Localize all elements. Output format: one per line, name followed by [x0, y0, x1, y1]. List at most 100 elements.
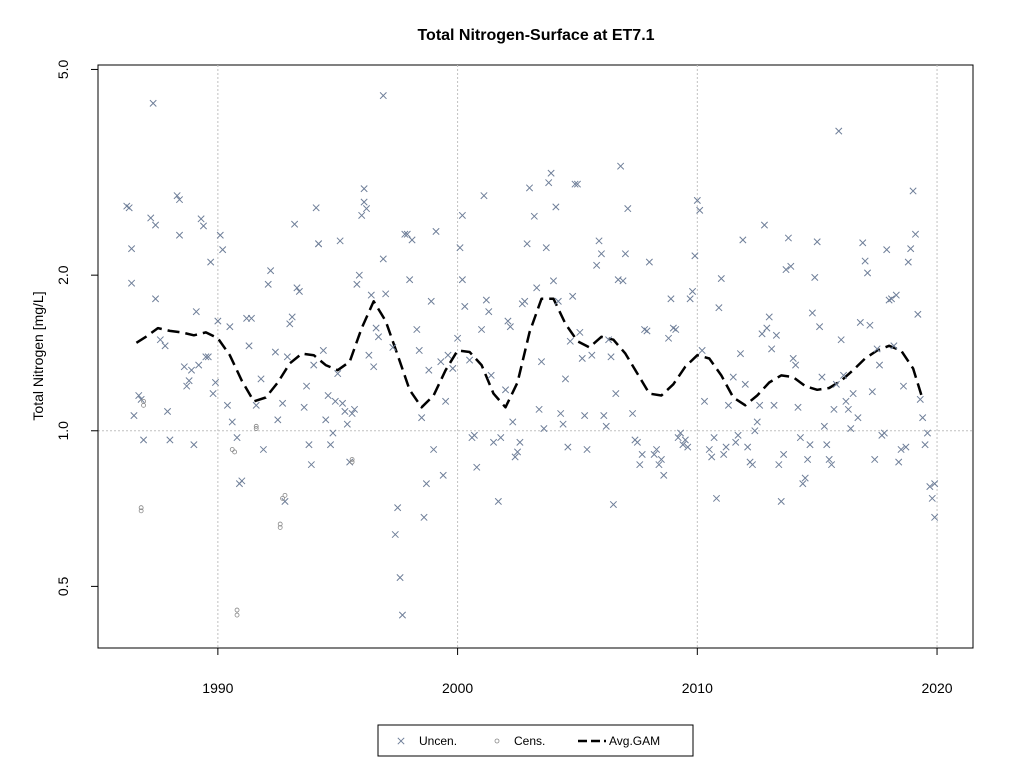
uncensored-point [813, 238, 821, 246]
uncensored-point [274, 416, 282, 424]
uncensored-point [530, 212, 538, 220]
uncensored-point [197, 215, 205, 223]
uncensored-point [607, 353, 615, 361]
uncensored-point [312, 204, 320, 212]
uncensored-point [305, 441, 313, 449]
uncensored-point [549, 277, 558, 285]
uncensored-point [540, 424, 548, 433]
uncensored-point [691, 252, 699, 260]
censored-point [349, 457, 355, 462]
uncensored-point [480, 192, 488, 200]
uncensored-point [828, 461, 836, 469]
uncensored-point [204, 353, 212, 361]
uncensored-point [923, 429, 932, 437]
uncensored-point [494, 497, 502, 505]
uncensored-point [259, 445, 267, 454]
uncensored-point [137, 395, 145, 403]
uncensored-point [497, 434, 505, 442]
uncensored-point [360, 185, 368, 193]
uncensored-point [322, 416, 330, 424]
uncensored-point [478, 325, 486, 334]
uncensored-point [842, 397, 850, 405]
uncensored-point [724, 401, 733, 409]
uncensored-point [676, 429, 685, 437]
uncensored-point [672, 325, 680, 334]
uncensored-point [379, 92, 387, 100]
uncensored-point [667, 295, 675, 303]
uncensored-point [466, 356, 474, 364]
uncensored-point [271, 348, 279, 356]
uncensored-point [226, 323, 234, 331]
uncensored-point [873, 345, 881, 353]
uncensored-point [763, 324, 771, 332]
uncensored-point [581, 412, 589, 420]
uncensored-point [777, 497, 785, 505]
uncensored-point [621, 250, 629, 258]
uncensored-point [336, 237, 344, 245]
uncensored-point [286, 320, 294, 328]
uncensored-point [341, 407, 349, 415]
censored-point [234, 607, 240, 613]
uncensored-point [420, 513, 428, 521]
uncensored-point [775, 461, 783, 469]
x-tick-label: 2010 [682, 680, 713, 696]
uncensored-point [916, 395, 924, 403]
uncensored-point [559, 420, 567, 428]
uncensored-point [760, 221, 768, 229]
uncensored-point [418, 414, 426, 422]
uncensored-point [806, 441, 814, 449]
uncensored-point [861, 257, 869, 265]
uncensored-point [211, 378, 220, 387]
uncensored-point [931, 480, 939, 488]
uncensored-point [784, 234, 792, 242]
gam-line [135, 297, 924, 409]
uncensored-point [573, 180, 582, 188]
uncensored-point [348, 409, 356, 418]
uncensored-point [374, 333, 383, 341]
uncensored-point [928, 494, 936, 502]
censored-point [253, 423, 259, 429]
uncensored-point [281, 497, 289, 505]
uncensored-point [566, 337, 574, 345]
uncensored-point [758, 330, 766, 338]
uncensored-point [245, 342, 253, 350]
uncensored-point [700, 397, 709, 405]
uncensored-point [734, 431, 742, 439]
uncensored-point [736, 350, 745, 358]
uncensored-point [389, 343, 397, 351]
censored-point [349, 459, 355, 465]
uncensored-point [358, 211, 366, 219]
uncensored-point [513, 448, 522, 456]
uncensored-point [525, 184, 534, 192]
uncensored-point [151, 295, 160, 303]
uncensored-point [765, 313, 773, 321]
uncensored-point [199, 222, 208, 230]
chart-title: Total Nitrogen-Surface at ET7.1 [417, 27, 654, 44]
uncensored-point [684, 443, 692, 451]
uncensored-point [722, 443, 730, 451]
uncensored-point [612, 390, 620, 398]
uncensored-point [214, 317, 222, 325]
uncensored-point [382, 290, 390, 298]
uncensored-point [885, 296, 893, 304]
uncensored-point [545, 179, 553, 187]
uncensored-point [633, 438, 641, 446]
uncensored-point [693, 196, 701, 204]
legend-censored-marker [494, 738, 500, 744]
legend-box [377, 724, 694, 757]
legend: Uncen. Cens. Avg.GAM [377, 724, 694, 757]
uncensored-point [413, 325, 421, 334]
uncensored-point [679, 441, 687, 449]
censored-point [138, 508, 144, 514]
uncensored-point [415, 346, 423, 355]
uncensored-point [863, 269, 872, 277]
uncensored-point [430, 445, 438, 454]
uncensored-point [880, 429, 888, 437]
uncensored-point [187, 366, 196, 374]
uncensored-point [561, 375, 570, 383]
uncensored-point [890, 342, 898, 350]
uncensored-point [605, 336, 613, 344]
uncensored-point [712, 494, 721, 502]
censored-point [282, 492, 288, 498]
